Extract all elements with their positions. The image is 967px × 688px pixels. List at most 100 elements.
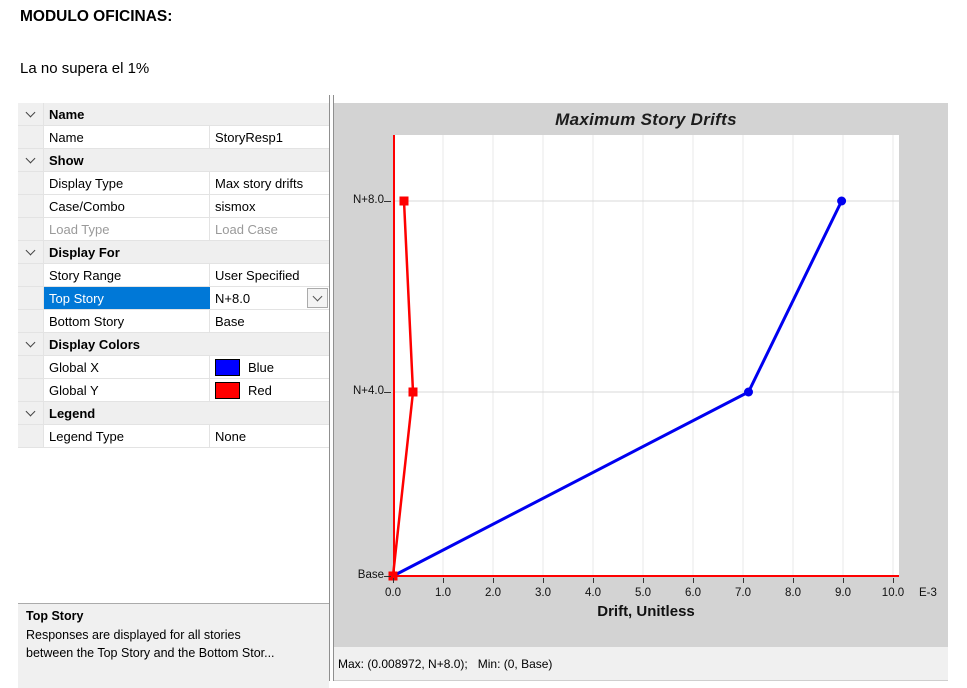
chevron-down-icon (25, 153, 36, 164)
property-row-legend-type[interactable]: Legend Type None (18, 425, 329, 448)
story-drift-chart: Maximum Story Drifts Drift, Unitless Bas… (334, 103, 948, 647)
y-tick-mark (384, 576, 391, 577)
x-tick-mark (693, 578, 694, 583)
property-row-top-story[interactable]: Top Story N+8.0 (18, 287, 329, 310)
x-tick-mark (893, 578, 894, 583)
chevron-down-icon (25, 245, 36, 256)
plot-area[interactable] (388, 135, 899, 581)
color-name: Blue (248, 359, 275, 375)
group-label: Display For (49, 244, 120, 260)
group-row-display-colors[interactable]: Display Colors (18, 333, 329, 356)
row-gutter (18, 264, 44, 286)
color-name: Red (248, 382, 272, 398)
data-point-marker (408, 387, 418, 397)
row-gutter (18, 356, 44, 378)
data-point-marker (399, 196, 409, 206)
top-story-value: N+8.0 (215, 290, 251, 306)
group-row-legend[interactable]: Legend (18, 402, 329, 425)
property-value[interactable]: User Specified (215, 267, 300, 283)
row-gutter (18, 126, 44, 148)
plot-canvas (388, 135, 899, 581)
y-tick-label: N+4.0 (352, 385, 384, 397)
dropdown-button[interactable] (307, 288, 328, 308)
max-min-readout: Max: (0.008972, N+8.0); Min: (0, Base) (338, 656, 553, 671)
row-gutter (18, 195, 44, 217)
row-gutter (18, 379, 44, 401)
help-text-line: Responses are displayed for all stories (26, 628, 241, 642)
x-tick-mark (393, 578, 394, 583)
properties-panel: Name Name StoryResp1 Show Display Type M… (18, 95, 329, 688)
chevron-down-icon (25, 337, 36, 348)
property-label: Load Type (44, 218, 210, 240)
color-value[interactable]: Red (210, 379, 329, 401)
group-label: Legend (49, 405, 96, 421)
property-label: Display Type (44, 172, 210, 194)
property-row-bottom-story[interactable]: Bottom Story Base (18, 310, 329, 333)
property-row-case-combo[interactable]: Case/Combo sismox (18, 195, 329, 218)
collapse-gutter[interactable] (18, 402, 44, 424)
x-tick-label: 1.0 (435, 587, 451, 599)
property-row-story-range[interactable]: Story Range User Specified (18, 264, 329, 287)
page-subtitle: La no supera el 1% (20, 60, 150, 77)
property-label: Top Story (44, 287, 210, 309)
x-tick-mark (543, 578, 544, 583)
y-tick-mark (384, 201, 391, 202)
property-help-box: Top Story Responses are displayed for al… (18, 603, 329, 688)
collapse-gutter[interactable] (18, 241, 44, 263)
collapse-gutter[interactable] (18, 103, 44, 125)
property-row-global-y[interactable]: Global Y Red (18, 379, 329, 402)
x-tick-label: 7.0 (735, 587, 751, 599)
x-tick-mark (593, 578, 594, 583)
group-row-display-for[interactable]: Display For (18, 241, 329, 264)
property-row-load-type: Load Type Load Case (18, 218, 329, 241)
x-tick-mark (643, 578, 644, 583)
property-row-display-type[interactable]: Display Type Max story drifts (18, 172, 329, 195)
row-gutter (18, 287, 44, 309)
group-label: Show (49, 152, 84, 168)
property-label: Name (44, 126, 210, 148)
chevron-down-icon (25, 107, 36, 118)
top-story-select[interactable]: N+8.0 (210, 287, 329, 309)
row-gutter (18, 425, 44, 447)
data-point-marker (837, 196, 847, 206)
chart-status-bar: Max: (0.008972, N+8.0); Min: (0, Base) (334, 647, 948, 681)
x-tick-label: 3.0 (535, 587, 551, 599)
collapse-gutter[interactable] (18, 149, 44, 171)
group-row-show[interactable]: Show (18, 149, 329, 172)
x-tick-mark (443, 578, 444, 583)
property-value[interactable]: sismox (215, 198, 256, 214)
x-tick-mark (743, 578, 744, 583)
x-tick-label: 4.0 (585, 587, 601, 599)
row-gutter (18, 310, 44, 332)
x-tick-label: 8.0 (785, 587, 801, 599)
property-row-global-x[interactable]: Global X Blue (18, 356, 329, 379)
property-value[interactable]: Max story drifts (215, 175, 304, 191)
collapse-gutter[interactable] (18, 333, 44, 355)
property-label: Legend Type (44, 425, 210, 447)
color-swatch-red (215, 381, 240, 399)
property-value[interactable]: StoryResp1 (215, 129, 283, 145)
property-grid: Name Name StoryResp1 Show Display Type M… (18, 103, 329, 448)
group-row-name[interactable]: Name (18, 103, 329, 126)
group-label: Name (49, 106, 85, 122)
y-tick-label: Base (357, 569, 384, 581)
y-tick-label: N+8.0 (352, 194, 384, 206)
panel-splitter[interactable] (329, 95, 334, 681)
color-value[interactable]: Blue (210, 356, 329, 378)
x-tick-label: 0.0 (385, 587, 401, 599)
x-tick-mark (793, 578, 794, 583)
row-gutter (18, 218, 44, 240)
help-title: Top Story (26, 609, 84, 623)
x-axis-unit-suffix: E-3 (919, 587, 937, 599)
property-label: Case/Combo (44, 195, 210, 217)
property-row-name[interactable]: Name StoryResp1 (18, 126, 329, 149)
x-tick-label: 6.0 (685, 587, 701, 599)
x-tick-mark (493, 578, 494, 583)
chevron-down-icon (25, 406, 36, 417)
x-tick-mark (843, 578, 844, 583)
x-tick-label: 5.0 (635, 587, 651, 599)
property-value[interactable]: None (215, 428, 247, 444)
property-value[interactable]: Base (215, 313, 245, 329)
property-value: Load Case (215, 221, 278, 237)
property-label: Global X (44, 356, 210, 378)
